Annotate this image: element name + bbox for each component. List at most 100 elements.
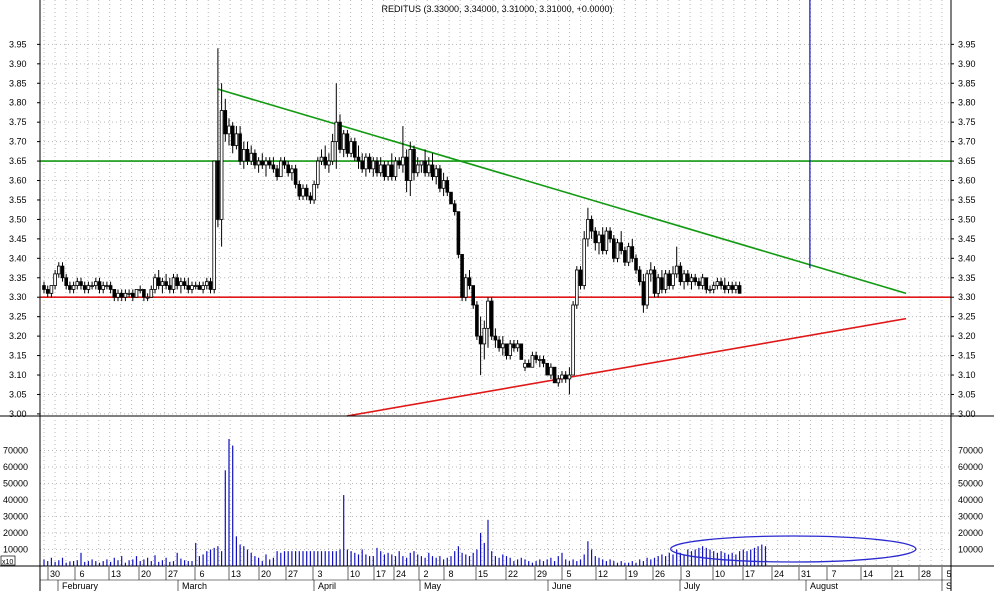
candle-up — [364, 156, 368, 170]
candle-down — [297, 184, 302, 197]
candle-down — [552, 366, 557, 384]
price-tick-label-right: 3.15 — [958, 351, 976, 361]
date-day-label: 17 — [376, 569, 386, 579]
price-tick-label-left: 3.50 — [9, 214, 27, 224]
candle-up — [463, 277, 468, 298]
candle-up — [549, 366, 553, 376]
date-month-label: February — [62, 581, 99, 591]
candle-up — [301, 187, 305, 197]
price-tick-label-left: 3.30 — [9, 292, 27, 302]
volume-highlight-ellipse — [670, 535, 917, 563]
candle-down — [352, 141, 357, 158]
trend-line — [217, 88, 907, 295]
candle-up — [586, 219, 590, 240]
candle-down — [308, 195, 313, 201]
price-tick-label-right: 3.80 — [958, 98, 976, 108]
candle-up — [330, 141, 335, 162]
date-day-label: 13 — [231, 569, 241, 579]
candle-down — [68, 285, 72, 290]
date-month-label: April — [318, 581, 336, 591]
date-month-label: S — [946, 581, 952, 591]
date-day-label: 20 — [141, 569, 151, 579]
candle-down — [238, 133, 242, 162]
candle-down — [652, 269, 657, 294]
candle-down — [216, 160, 220, 220]
date-day-label: 29 — [537, 569, 547, 579]
date-day-label: 10 — [350, 569, 360, 579]
candle-down — [452, 203, 457, 213]
candle-down — [623, 250, 627, 263]
horizontal-levels — [40, 160, 951, 299]
candle-down — [449, 191, 453, 205]
volume-tick-label-right: 40000 — [958, 495, 983, 505]
candle-down — [704, 277, 709, 290]
candle-down — [467, 277, 472, 286]
candle-down — [293, 168, 298, 185]
candle-down — [208, 281, 213, 290]
date-day-label: 24 — [396, 569, 406, 579]
candle-up — [523, 362, 527, 368]
price-tick-label-right: 3.95 — [958, 39, 976, 49]
candle-up — [234, 133, 239, 146]
candle-up — [371, 160, 376, 170]
candle-up — [341, 133, 346, 150]
candle-down — [589, 219, 594, 232]
candle-down — [404, 156, 409, 181]
candle-up — [315, 160, 320, 185]
candle-down — [112, 289, 117, 298]
candle-up — [401, 156, 405, 166]
date-day-label: 5 — [566, 569, 571, 579]
candle-up — [256, 160, 261, 166]
candle-up — [116, 292, 120, 298]
candle-down — [489, 300, 494, 337]
candle-down — [563, 374, 568, 380]
candle-up — [415, 164, 420, 174]
candle-down — [723, 285, 727, 290]
volume-tick-label-right: 20000 — [958, 528, 983, 538]
volume-unit-label: x10 — [2, 559, 13, 566]
candle-up — [508, 343, 512, 356]
candle-up — [393, 160, 398, 178]
date-day-label: 24 — [774, 569, 784, 579]
price-tick-label-right: 3.45 — [958, 234, 976, 244]
candle-up — [515, 343, 520, 349]
candle-down — [223, 110, 228, 135]
candle-up — [145, 296, 150, 299]
candle-down — [678, 265, 683, 283]
candle-down — [504, 343, 509, 356]
candle-down — [338, 121, 342, 150]
candle-up — [656, 277, 660, 294]
date-month-label: August — [810, 581, 839, 591]
volume-tick-label-left: 70000 — [3, 446, 28, 456]
candle-up — [597, 234, 601, 244]
candle-up — [715, 281, 720, 286]
candle-down — [526, 362, 531, 368]
candle-up — [193, 285, 198, 287]
volume-tick-label-right: 60000 — [958, 462, 983, 472]
candle-down — [142, 289, 146, 298]
candle-down — [42, 285, 46, 290]
candle-down — [119, 292, 124, 298]
candle-up — [249, 152, 254, 162]
candle-up — [334, 121, 339, 143]
volume-tick-label-right: 70000 — [958, 446, 983, 456]
price-tick-label-left: 3.15 — [9, 351, 27, 361]
price-tick-label-right: 3.90 — [958, 59, 976, 69]
candle-down — [412, 148, 416, 174]
candle-up — [689, 277, 694, 283]
candle-down — [367, 156, 372, 170]
candle-up — [700, 277, 705, 286]
candle-down — [286, 164, 290, 174]
volume-tick-label-left: 40000 — [3, 495, 28, 505]
volume-axis-labels: 10000 10000 20000 20000 30000 30000 40000 40000… — [0, 446, 983, 566]
candle-down — [660, 277, 664, 290]
candle-down — [79, 281, 83, 286]
volume-tick-label-left: 60000 — [3, 462, 28, 472]
date-day-label: 6 — [199, 569, 204, 579]
candle-up — [645, 273, 649, 306]
date-day-label: 7 — [831, 569, 836, 579]
price-tick-label-right: 3.25 — [958, 312, 976, 322]
candle-down — [130, 292, 135, 298]
date-day-label: 6 — [79, 569, 84, 579]
